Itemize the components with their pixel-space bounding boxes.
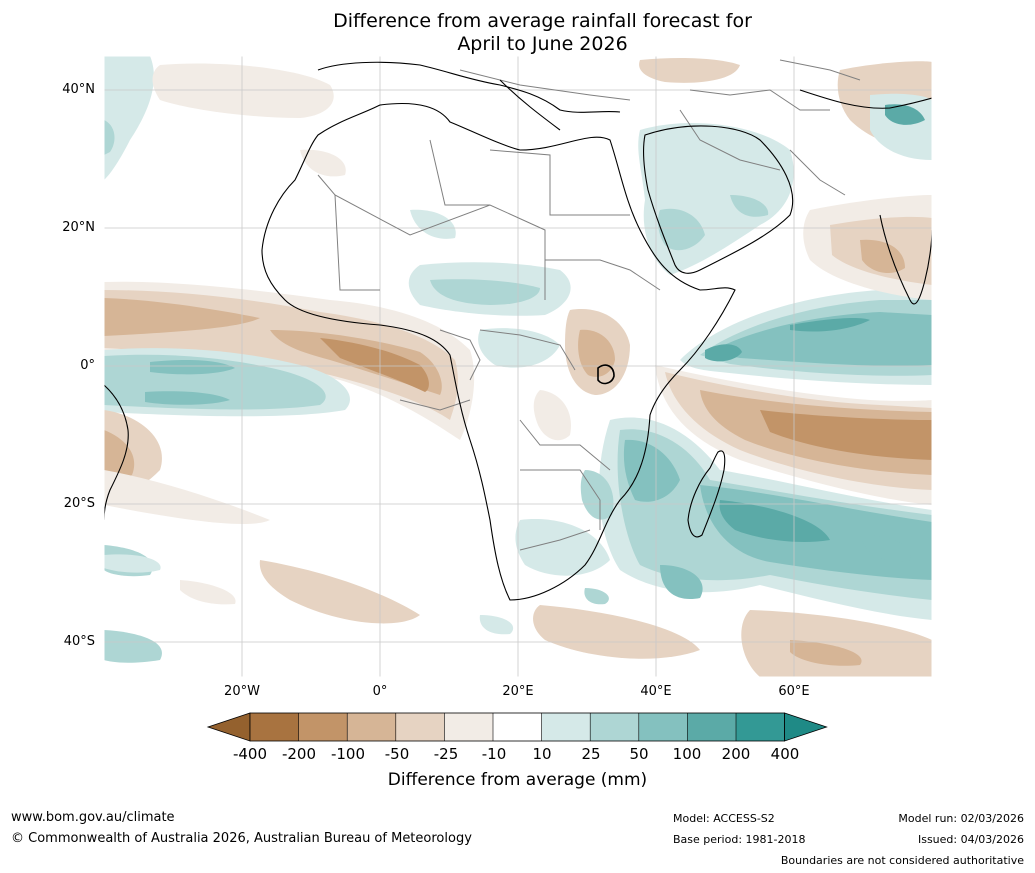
colorbar-swatch (493, 713, 542, 741)
colorbar-arrow-high (784, 712, 828, 742)
cb-tick-label: -100 (330, 745, 366, 763)
wet-anomaly-south-indian-ocean (599, 417, 932, 620)
footer-model-run: Model run: 02/03/2026 (898, 812, 1024, 825)
cb-tick-label: 200 (721, 745, 751, 763)
cb-tick-label: -10 (481, 745, 507, 763)
cb-tick-label: 10 (532, 745, 552, 763)
cb-tick-label: -50 (384, 745, 410, 763)
colorbar-swatch (687, 713, 736, 741)
title-line-1: Difference from average rainfall forecas… (333, 10, 752, 32)
footer-disclaimer: Boundaries are not considered authoritat… (780, 854, 1024, 867)
colorbar-swatch (590, 713, 639, 741)
lon-label-20w: 20°W (224, 684, 260, 699)
title-line-2: April to June 2026 (457, 33, 628, 55)
dry-anomaly-indian-ocean (655, 365, 932, 505)
lat-label-20n: 20°N (62, 220, 95, 235)
cb-tick-label: 400 (770, 745, 800, 763)
wet-anomaly-atlantic (104, 348, 350, 417)
northern-patches (104, 56, 932, 573)
footer-model: Model: ACCESS-S2 (673, 812, 775, 825)
cb-tick-label: -200 (281, 745, 317, 763)
footer-issued: Issued: 04/03/2026 (917, 833, 1024, 846)
map-title: Difference from average rainfall forecas… (0, 10, 1035, 56)
colorbar-swatch (736, 713, 785, 741)
lat-label-0: 0° (80, 358, 95, 373)
lon-label-20e: 20°E (502, 684, 534, 699)
cb-tick-label: -400 (232, 745, 268, 763)
colorbar-frame (249, 712, 785, 742)
colorbar-swatch (250, 713, 299, 741)
cb-tick-label: 100 (672, 745, 702, 763)
colorbar (206, 712, 828, 742)
lat-label-40n: 40°N (62, 82, 95, 97)
coastlines (104, 61, 932, 601)
colorbar-swatch (347, 713, 396, 741)
colorbar-swatch (638, 713, 688, 741)
colorbar-swatch (298, 713, 348, 741)
cb-tick-label: 25 (581, 745, 601, 763)
cb-tick-label: 50 (629, 745, 649, 763)
dry-anomaly-atlantic (104, 281, 475, 440)
lon-label-60e: 60°E (778, 684, 810, 699)
colorbar-label: Difference from average (mm) (387, 770, 648, 790)
footer-copyright: © Commonwealth of Australia 2026, Austra… (11, 831, 472, 846)
lon-label-0: 0° (372, 684, 388, 699)
footer-website[interactable]: www.bom.gov.au/climate (11, 810, 175, 825)
footer-base-period: Base period: 1981-2018 (673, 833, 806, 846)
lat-label-20s: 20°S (63, 496, 95, 511)
lat-label-40s: 40°S (63, 634, 95, 649)
colorbar-swatch (541, 713, 591, 741)
lon-label-40e: 40°E (640, 684, 672, 699)
colorbar-swatch (444, 713, 493, 741)
cb-tick-label: -25 (433, 745, 459, 763)
wet-anomaly-north-indian-ocean (680, 290, 932, 385)
colorbar-arrow-low (206, 712, 251, 742)
land-anomalies (300, 122, 794, 576)
map-area (104, 56, 932, 677)
colorbar-swatch (395, 713, 445, 741)
